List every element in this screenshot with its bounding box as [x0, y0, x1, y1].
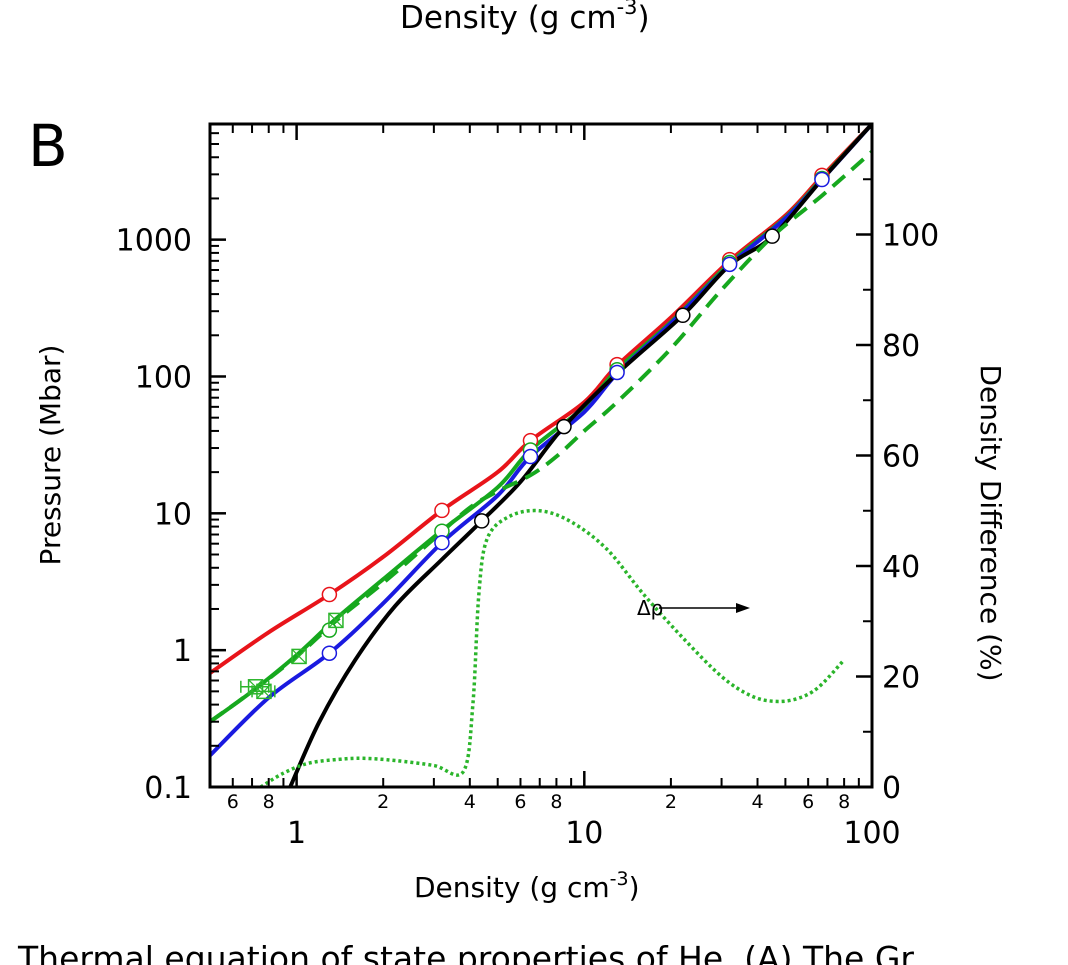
chart: 1 10 100 6 8 2 4 6 8 2 4 6 8 0.1 1 10 100 1000 0 20 40 60 80 10… — [116, 122, 939, 851]
data-point-2-3 — [609, 364, 625, 381]
x-minor-label-4: 6 — [514, 791, 526, 813]
data-point-0-1 — [434, 502, 450, 519]
x-tick-label-1: 10 — [565, 816, 603, 851]
data-point-2-4 — [721, 256, 738, 273]
series-line-0 — [210, 124, 872, 675]
data-point-2-1 — [434, 534, 450, 551]
data-point-2-0 — [321, 645, 338, 661]
x-minor-label-7: 4 — [751, 791, 763, 813]
exp-square-1 — [256, 683, 272, 700]
y-tick-label-4: 1000 — [116, 224, 192, 259]
panel-label: B — [28, 112, 68, 180]
exp-point-0 — [240, 679, 270, 695]
y2-tick-label-5: 100 — [882, 219, 939, 254]
series-line-5 — [259, 508, 846, 787]
exp-square-3 — [328, 612, 344, 629]
x-minor-label-1: 8 — [263, 791, 275, 813]
delta-rho-arrowhead — [736, 603, 750, 613]
exp-square-2 — [291, 648, 307, 665]
y2-tick-label-1: 20 — [882, 661, 920, 696]
exp-cross-b-1 — [256, 683, 272, 699]
x-minor-label-3: 4 — [464, 791, 476, 813]
exp-point-2 — [291, 648, 307, 665]
x-minor-label-9: 8 — [838, 791, 850, 813]
x-minor-label-2: 2 — [377, 791, 389, 813]
data-point-3-1 — [556, 418, 572, 435]
exp-square-0 — [247, 679, 264, 695]
delta-rho-label: Δρ — [637, 596, 663, 620]
data-point-3-2 — [675, 307, 691, 324]
exp-cross-b-0 — [248, 679, 263, 695]
chart-curves — [210, 124, 872, 787]
y-tick-label-2: 10 — [154, 497, 192, 532]
exp-point-1 — [251, 683, 276, 700]
exp-point-3 — [328, 612, 344, 629]
x-minor-label-6: 2 — [665, 791, 677, 813]
x-minor-label-0: 6 — [227, 791, 239, 813]
y2-tick-label-3: 60 — [882, 440, 920, 475]
caption-fragment: Thermal equation of state properties of … — [17, 939, 914, 965]
x-minor-label-5: 8 — [550, 791, 562, 813]
y2-axis-label: Density Difference (%) — [974, 364, 1007, 681]
series-line-1 — [210, 124, 872, 724]
y2-tick-label-2: 40 — [882, 550, 920, 585]
y2-tick-label-4: 80 — [882, 329, 920, 364]
exp-cross-b-2 — [291, 648, 307, 664]
data-point-3-3 — [764, 228, 780, 244]
top-xlabel-fragment: Density (g cm-3) — [400, 0, 650, 36]
data-point-0-0 — [321, 586, 338, 603]
exp-cross-b-3 — [328, 612, 344, 628]
chart-ticks: 1 10 100 6 8 2 4 6 8 2 4 6 8 0.1 1 10 100 1000 0 20 40 60 80 10… — [116, 123, 939, 851]
x-tick-label-0: 1 — [287, 816, 306, 851]
plot-frame — [208, 122, 874, 789]
y2-tick-label-0: 0 — [882, 771, 901, 806]
data-point-2-5 — [814, 171, 830, 188]
y-tick-label-0: 0.1 — [144, 771, 192, 806]
data-point-2-2 — [522, 448, 539, 465]
x-minor-label-8: 6 — [802, 791, 814, 813]
data-point-3-0 — [473, 513, 490, 529]
x-tick-label-2: 100 — [843, 816, 900, 851]
y-axis-label: Pressure (Mbar) — [34, 345, 67, 566]
x-axis-label: Density (g cm-3) — [414, 868, 640, 904]
y-tick-label-1: 1 — [173, 634, 192, 669]
delta-rho-annotation: Δρ — [637, 596, 750, 620]
y-tick-label-3: 100 — [135, 360, 192, 395]
chart-markers — [240, 167, 830, 700]
